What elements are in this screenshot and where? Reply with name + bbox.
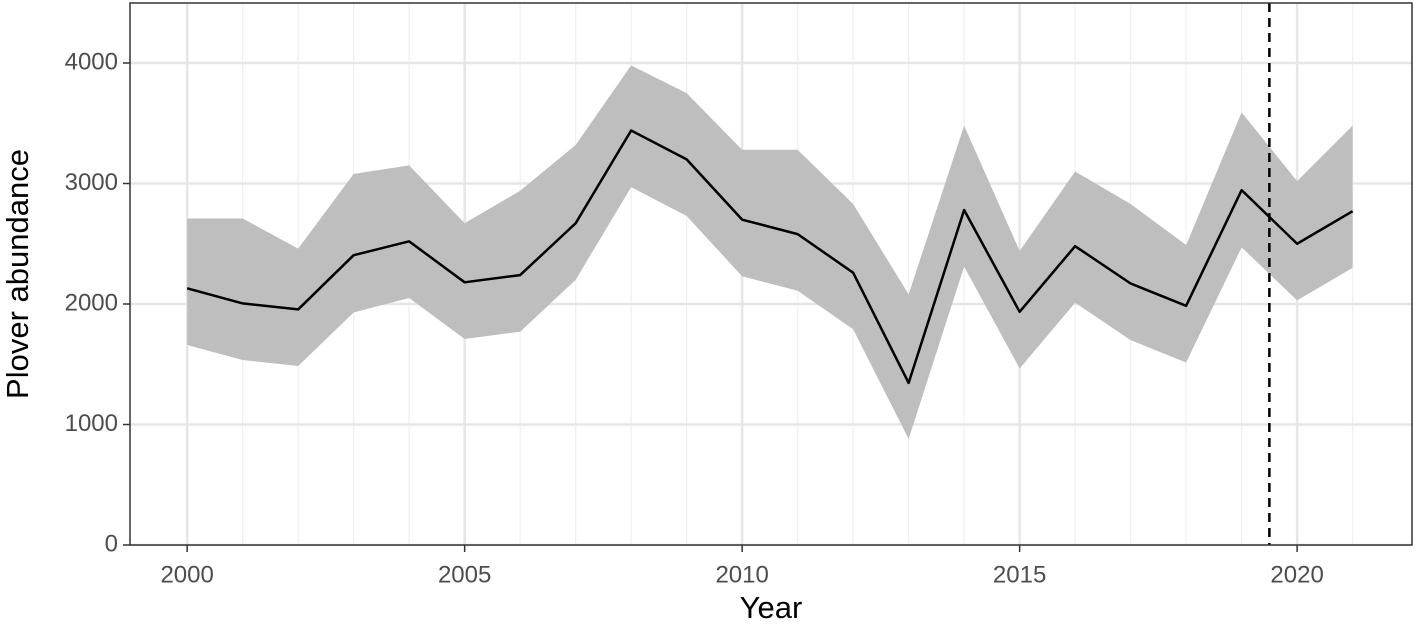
y-tick-label: 1000 xyxy=(65,410,118,437)
y-tick-label: 2000 xyxy=(65,289,118,316)
y-tick-label: 0 xyxy=(105,530,118,557)
x-axis-title: Year xyxy=(740,590,803,625)
x-tick-label: 2010 xyxy=(715,561,768,588)
confidence-band xyxy=(187,65,1353,439)
line xyxy=(186,129,1354,385)
x-tick-label: 2005 xyxy=(438,561,491,588)
plot-border xyxy=(129,2,1413,546)
x-tick-label: 2000 xyxy=(160,561,213,588)
x-tick-label: 2020 xyxy=(1270,561,1323,588)
y-tick-label: 3000 xyxy=(65,169,118,196)
x-tick-label: 2015 xyxy=(993,561,1046,588)
y-axis-title: Plover abundance xyxy=(0,149,35,399)
y-tick-label: 4000 xyxy=(65,48,118,75)
